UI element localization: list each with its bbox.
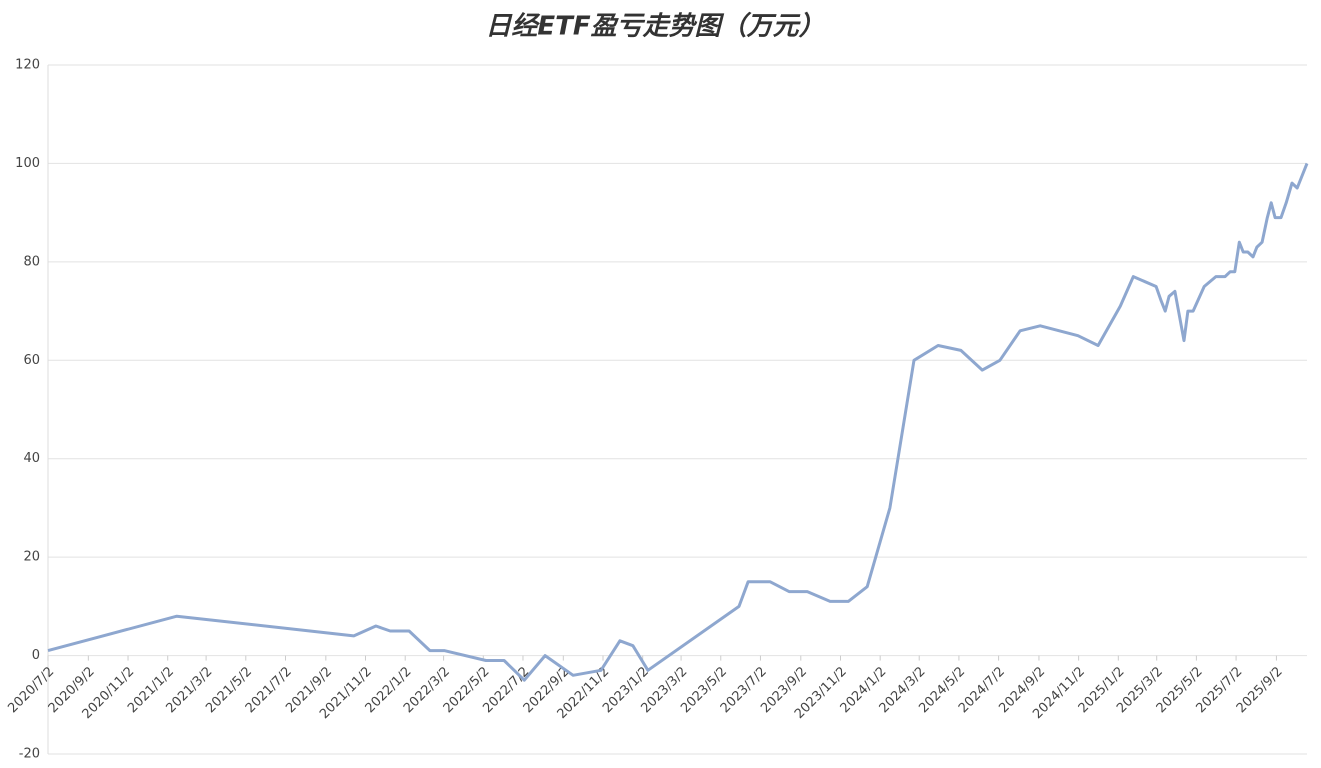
y-tick-label: 100 (15, 156, 40, 171)
y-tick-label: 40 (23, 451, 40, 466)
chart-title: 日经ETF盈亏走势图（万元） (485, 12, 824, 42)
line (47, 162, 1309, 682)
y-tick-label: 0 (32, 648, 40, 663)
y-tick-label: 120 (15, 58, 40, 73)
y-tick-label: 80 (23, 254, 40, 269)
y-tick-label: -20 (19, 747, 40, 762)
y-tick-label: 60 (23, 353, 40, 368)
y-tick-label: 20 (23, 550, 40, 565)
